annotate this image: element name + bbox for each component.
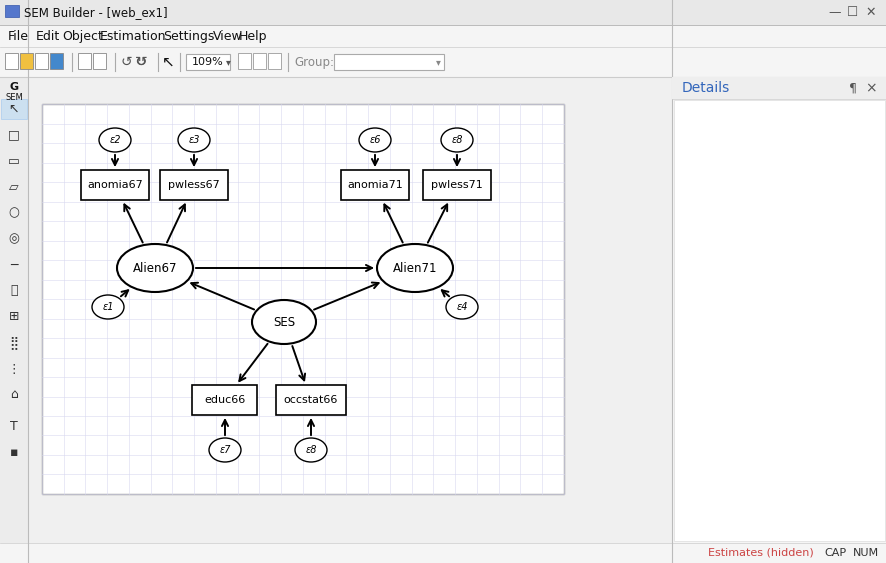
Text: Help: Help — [238, 29, 268, 42]
Bar — [50, 53, 63, 69]
Text: SEM Builder - [web_ex1]: SEM Builder - [web_ex1] — [24, 6, 167, 19]
Text: —: — — [828, 6, 840, 19]
Bar — [253, 53, 266, 69]
Text: ε2: ε2 — [109, 135, 120, 145]
Text: 109%: 109% — [192, 57, 223, 67]
Text: ↖: ↖ — [9, 102, 19, 115]
Bar — [0, 0, 886, 25]
Bar — [81, 170, 149, 200]
Ellipse shape — [295, 438, 327, 462]
Ellipse shape — [377, 244, 453, 292]
Text: ×: × — [864, 81, 876, 95]
Text: Details: Details — [681, 81, 729, 95]
Ellipse shape — [92, 295, 124, 319]
Text: ε7: ε7 — [219, 445, 230, 455]
Text: ▭: ▭ — [8, 154, 19, 168]
Text: ⌂: ⌂ — [10, 388, 18, 401]
Text: ⊞: ⊞ — [9, 311, 19, 324]
Text: SEM: SEM — [5, 92, 23, 101]
Text: pwless71: pwless71 — [431, 180, 482, 190]
Bar — [0, 543, 886, 563]
Bar — [673, 100, 884, 541]
Text: ↖: ↖ — [161, 55, 175, 69]
FancyBboxPatch shape — [186, 54, 229, 70]
Text: ε8: ε8 — [305, 445, 316, 455]
Text: ↺: ↺ — [135, 55, 147, 69]
Text: anomia71: anomia71 — [346, 180, 402, 190]
Text: ε6: ε6 — [369, 135, 380, 145]
Text: Group:: Group: — [293, 56, 334, 69]
Bar — [0, 25, 886, 47]
Text: ⣿: ⣿ — [10, 337, 19, 350]
Ellipse shape — [359, 128, 391, 152]
Text: ▾: ▾ — [435, 57, 440, 67]
Text: ☐: ☐ — [846, 6, 858, 19]
Ellipse shape — [99, 128, 131, 152]
Text: ⌒: ⌒ — [11, 284, 18, 297]
Ellipse shape — [178, 128, 210, 152]
Ellipse shape — [252, 300, 315, 344]
Text: Estimation: Estimation — [100, 29, 167, 42]
Text: Estimates (hidden): Estimates (hidden) — [707, 548, 813, 558]
Text: File: File — [8, 29, 29, 42]
Text: SES: SES — [273, 315, 295, 328]
Bar — [5, 5, 19, 17]
Bar — [192, 385, 257, 415]
Bar — [93, 53, 106, 69]
Bar — [159, 170, 228, 200]
Bar — [268, 53, 281, 69]
Bar — [672, 77, 886, 99]
Ellipse shape — [446, 295, 478, 319]
Bar — [20, 53, 33, 69]
Text: ↻: ↻ — [135, 55, 147, 69]
Bar — [672, 77, 886, 543]
Bar — [237, 53, 251, 69]
Bar — [42, 104, 563, 494]
Text: ⋮: ⋮ — [8, 363, 20, 376]
Ellipse shape — [117, 244, 193, 292]
Bar — [0, 47, 886, 77]
Text: ◎: ◎ — [9, 233, 19, 245]
Text: pwless67: pwless67 — [168, 180, 220, 190]
Text: ↺: ↺ — [120, 55, 132, 69]
Text: Alien71: Alien71 — [392, 261, 437, 275]
Text: ✕: ✕ — [865, 6, 875, 19]
Text: ¶: ¶ — [848, 82, 856, 95]
Bar — [35, 53, 48, 69]
Bar — [0, 77, 28, 543]
Text: educ66: educ66 — [204, 395, 245, 405]
Text: ε8: ε8 — [451, 135, 462, 145]
Bar — [340, 170, 408, 200]
Text: ε4: ε4 — [455, 302, 467, 312]
Text: CAP: CAP — [823, 548, 845, 558]
Text: NUM: NUM — [852, 548, 878, 558]
Text: ─: ─ — [11, 258, 18, 271]
Bar — [5, 53, 18, 69]
FancyBboxPatch shape — [334, 54, 444, 70]
Text: occstat66: occstat66 — [284, 395, 338, 405]
Text: ε1: ε1 — [102, 302, 113, 312]
Text: ▪: ▪ — [10, 446, 19, 459]
Ellipse shape — [209, 438, 241, 462]
Text: □: □ — [8, 128, 19, 141]
Text: Object: Object — [62, 29, 103, 42]
Text: ○: ○ — [9, 207, 19, 220]
Ellipse shape — [440, 128, 472, 152]
Text: Alien67: Alien67 — [133, 261, 177, 275]
Text: T: T — [10, 421, 18, 434]
Text: Settings: Settings — [163, 29, 214, 42]
Bar — [1, 99, 27, 119]
Bar — [276, 385, 346, 415]
Bar — [78, 53, 91, 69]
Bar — [423, 170, 491, 200]
Text: G: G — [10, 82, 19, 92]
Text: anomia67: anomia67 — [87, 180, 143, 190]
Text: Edit: Edit — [36, 29, 60, 42]
Text: View: View — [213, 29, 243, 42]
Text: ▱: ▱ — [9, 181, 19, 194]
Text: ε3: ε3 — [188, 135, 199, 145]
Text: ▾: ▾ — [225, 57, 230, 67]
